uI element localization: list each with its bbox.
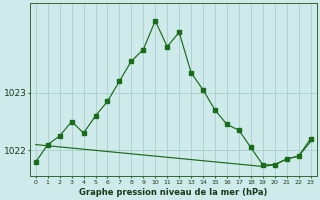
X-axis label: Graphe pression niveau de la mer (hPa): Graphe pression niveau de la mer (hPa): [79, 188, 268, 197]
